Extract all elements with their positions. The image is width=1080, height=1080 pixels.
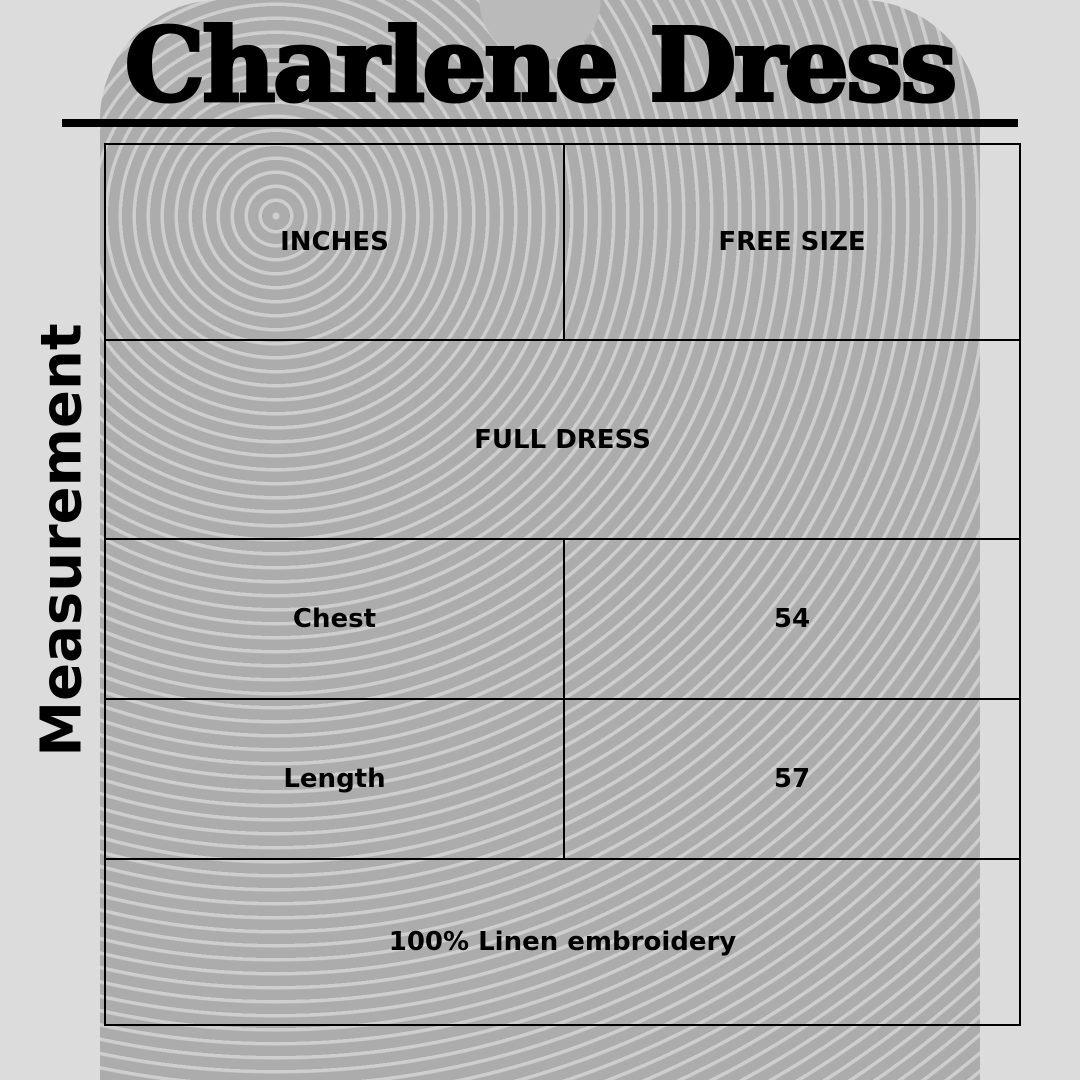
measurement-table: INCHES FREE SIZE FULL DRESS Chest 54 Lengt… xyxy=(104,143,1021,1026)
header-cell: FREE SIZE xyxy=(563,143,1021,341)
row-value: 54 xyxy=(563,538,1021,700)
row-label: Chest xyxy=(104,538,565,700)
footer-cell: 100% Linen embroidery xyxy=(104,858,1021,1026)
row-label: Length xyxy=(104,698,565,860)
header-cell: INCHES xyxy=(104,143,565,341)
page-title: Charlene Dress xyxy=(123,6,959,125)
title-underline xyxy=(62,119,1018,127)
section-cell: FULL DRESS xyxy=(104,339,1021,540)
row-value: 57 xyxy=(563,698,1021,860)
side-label: Measurement xyxy=(29,323,95,757)
